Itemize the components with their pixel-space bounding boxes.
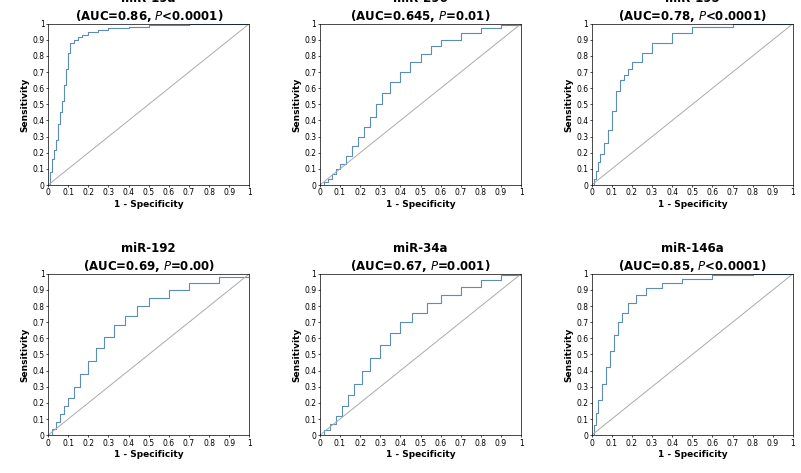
X-axis label: 1 - Specificity: 1 - Specificity	[658, 450, 727, 459]
Title: miR-192
(AUC=0.69, $\it{P}$=0.00): miR-192 (AUC=0.69, $\it{P}$=0.00)	[83, 242, 215, 274]
Y-axis label: Sensitivity: Sensitivity	[292, 77, 301, 131]
X-axis label: 1 - Specificity: 1 - Specificity	[114, 200, 183, 209]
Title: miR-296
(AUC=0.645, $\it{P}$=0.01): miR-296 (AUC=0.645, $\it{P}$=0.01)	[350, 0, 491, 24]
Title: miR-195
(AUC=0.78, $\it{P}$<0.0001): miR-195 (AUC=0.78, $\it{P}$<0.0001)	[618, 0, 767, 24]
Title: miR-19a
(AUC=0.86, $\it{P}$<0.0001): miR-19a (AUC=0.86, $\it{P}$<0.0001)	[74, 0, 223, 24]
Y-axis label: Sensitivity: Sensitivity	[564, 327, 574, 382]
Y-axis label: Sensitivity: Sensitivity	[21, 77, 30, 131]
Title: miR-146a
(AUC=0.85, $\it{P}$<0.0001): miR-146a (AUC=0.85, $\it{P}$<0.0001)	[618, 242, 767, 274]
Y-axis label: Sensitivity: Sensitivity	[21, 327, 30, 382]
Title: miR-34a
(AUC=0.67, $\it{P}$=0.001): miR-34a (AUC=0.67, $\it{P}$=0.001)	[350, 242, 491, 274]
X-axis label: 1 - Specificity: 1 - Specificity	[658, 200, 727, 209]
X-axis label: 1 - Specificity: 1 - Specificity	[386, 450, 455, 459]
X-axis label: 1 - Specificity: 1 - Specificity	[386, 200, 455, 209]
Y-axis label: Sensitivity: Sensitivity	[292, 327, 301, 382]
Y-axis label: Sensitivity: Sensitivity	[564, 77, 574, 131]
X-axis label: 1 - Specificity: 1 - Specificity	[114, 450, 183, 459]
